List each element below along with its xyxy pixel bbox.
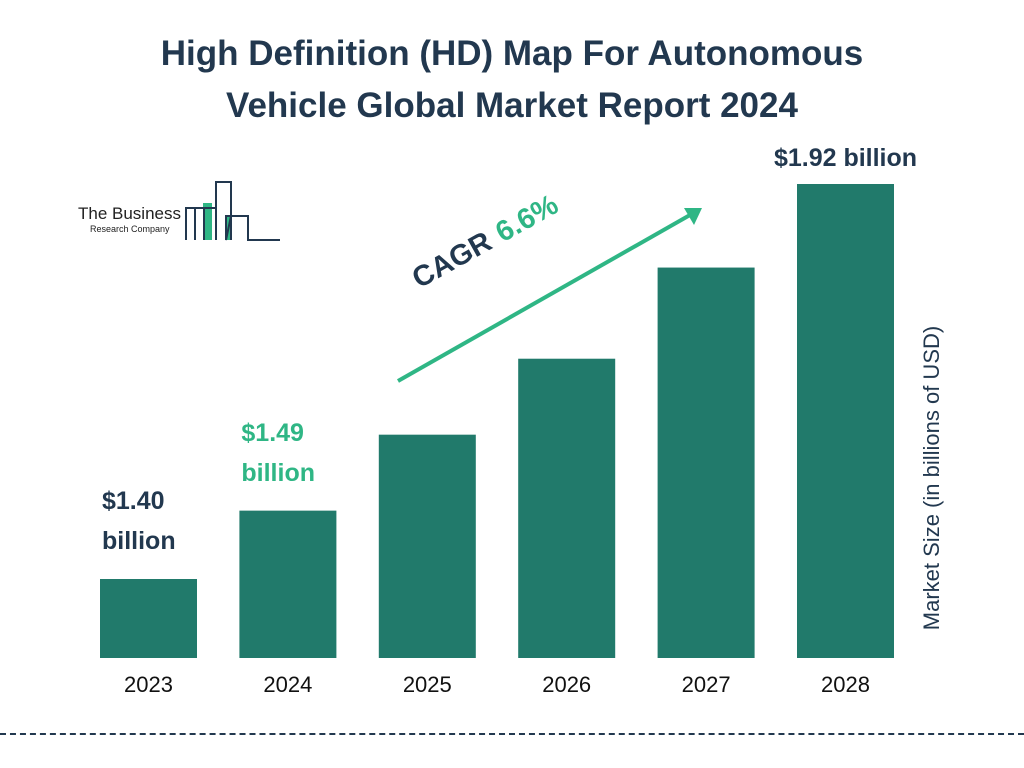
logo-buildings-icon <box>185 181 280 241</box>
logo-text-line2: Research Company <box>90 224 170 234</box>
x-tick-label: 2026 <box>542 672 591 697</box>
chart-title: High Definition (HD) Map For Autonomous … <box>160 34 864 125</box>
bar-2026 <box>518 358 616 658</box>
bar-2027 <box>657 267 755 658</box>
cagr-arrow-head-icon <box>684 208 702 225</box>
x-tick-label: 2028 <box>821 672 870 697</box>
logo-text-line1: The Business <box>78 204 181 223</box>
x-tick-label: 2024 <box>263 672 312 697</box>
bar-2023 <box>100 579 197 658</box>
x-tick-label: 2023 <box>124 672 173 697</box>
footer-divider <box>0 733 1024 735</box>
y-axis-label: Market Size (in billions of USD) <box>919 325 944 631</box>
x-tick-label: 2027 <box>682 672 731 697</box>
cagr-arrow-line <box>397 213 691 383</box>
data-label: $1.92 billion <box>773 144 918 172</box>
bar-2028 <box>797 184 894 658</box>
bar-2024 <box>239 510 337 658</box>
bar-2025 <box>378 434 476 658</box>
data-label: $1.40 billion <box>102 487 176 555</box>
x-tick-label: 2025 <box>403 672 452 697</box>
data-label: $1.49 billion <box>241 418 315 487</box>
